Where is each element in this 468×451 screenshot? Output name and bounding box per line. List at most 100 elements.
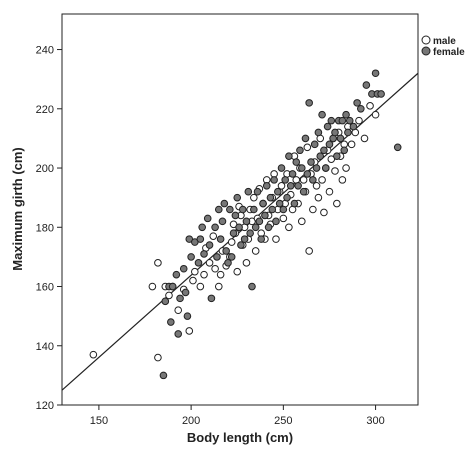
data-point-male — [251, 247, 260, 255]
data-point-male — [303, 143, 312, 152]
data-point-male — [196, 282, 205, 291]
data-point-female — [299, 187, 308, 196]
data-point-male — [200, 270, 208, 279]
data-point-male — [89, 350, 98, 359]
data-point-female — [340, 146, 349, 155]
regression-line — [61, 72, 419, 391]
data-point-female — [259, 199, 267, 208]
data-point-female — [207, 294, 216, 303]
data-point-male — [366, 102, 374, 110]
data-point-male — [314, 193, 323, 202]
data-point-female — [321, 164, 330, 172]
data-point-female — [233, 193, 242, 202]
data-point-female — [283, 193, 291, 202]
data-point-female — [292, 158, 301, 166]
data-point-female — [231, 211, 240, 220]
data-point-male — [325, 187, 334, 196]
data-point-female — [172, 270, 181, 279]
data-point-female — [338, 116, 347, 125]
data-point-female — [331, 128, 339, 137]
data-point-female — [310, 140, 319, 149]
x-tick-label: 150 — [90, 415, 108, 427]
data-point-female — [286, 182, 295, 190]
data-point-female — [224, 259, 232, 267]
data-point-female — [183, 312, 192, 320]
data-point-female — [198, 223, 206, 232]
data-point-male — [216, 270, 225, 279]
data-point-male — [214, 282, 223, 291]
data-point-female — [253, 187, 262, 196]
data-point-female — [211, 223, 219, 232]
data-point-female — [357, 104, 365, 113]
data-point-male — [318, 176, 326, 184]
data-point-male — [342, 164, 350, 172]
data-point-female — [226, 205, 234, 214]
x-tick-label: 300 — [366, 415, 384, 427]
data-point-female — [336, 134, 345, 143]
legend: male female — [421, 35, 465, 58]
data-point-female — [285, 152, 293, 160]
data-point-male — [333, 199, 341, 208]
data-point-female — [275, 199, 284, 208]
data-point-female — [194, 259, 203, 267]
data-point-male — [148, 282, 157, 291]
data-point-female — [371, 69, 380, 78]
data-point-female — [181, 288, 190, 297]
data-point-male — [320, 208, 328, 217]
data-point-female — [240, 235, 249, 243]
data-point-male — [297, 217, 306, 226]
data-point-male — [211, 264, 219, 273]
data-point-female — [218, 217, 227, 226]
data-point-female — [305, 99, 313, 107]
data-point-male — [174, 306, 183, 315]
data-point-male — [285, 223, 293, 232]
data-point-female — [320, 146, 328, 155]
y-tick-label: 220 — [36, 104, 54, 116]
data-point-female — [290, 199, 299, 208]
data-point-female — [250, 205, 258, 214]
y-tick-label: 140 — [36, 341, 54, 353]
data-point-female — [222, 247, 230, 255]
data-point-male — [299, 176, 308, 184]
data-point-female — [314, 128, 323, 137]
data-point-female — [325, 140, 334, 149]
data-point-male — [279, 214, 288, 223]
data-point-female — [344, 128, 352, 137]
data-point-female — [323, 122, 332, 131]
legend-marker-male — [421, 35, 431, 45]
y-tick-label: 240 — [36, 45, 54, 57]
data-point-male — [312, 182, 321, 190]
data-point-female — [244, 187, 253, 196]
data-point-female — [251, 223, 260, 232]
data-point-female — [349, 122, 358, 131]
data-point-male — [331, 167, 339, 175]
x-axis: 150 200 250 300 — [90, 405, 385, 427]
data-point-female — [362, 81, 371, 89]
data-point-female — [333, 152, 341, 160]
data-point-female — [261, 211, 269, 220]
data-point-female — [268, 205, 277, 214]
data-point-female — [176, 294, 184, 303]
data-point-male — [360, 134, 369, 143]
data-point-male — [272, 235, 280, 243]
data-point-female — [168, 282, 177, 291]
data-point-female — [248, 282, 256, 291]
data-point-male — [154, 353, 162, 362]
data-point-female — [342, 110, 350, 119]
data-point-female — [238, 205, 247, 214]
x-axis-title: Body length (cm) — [187, 430, 293, 445]
data-point-female — [213, 253, 221, 261]
data-point-male — [191, 267, 199, 276]
data-point-female — [229, 229, 238, 237]
data-point-female — [216, 235, 225, 243]
data-point-female — [288, 170, 297, 178]
data-point-female — [262, 182, 271, 190]
data-point-female — [277, 164, 286, 172]
data-point-male — [205, 259, 214, 267]
data-point-male — [371, 110, 380, 119]
legend-label-female: female — [433, 47, 465, 58]
data-point-female — [327, 116, 336, 125]
data-point-female — [246, 229, 254, 237]
legend-marker-female — [421, 46, 431, 56]
data-point-female — [270, 176, 278, 184]
